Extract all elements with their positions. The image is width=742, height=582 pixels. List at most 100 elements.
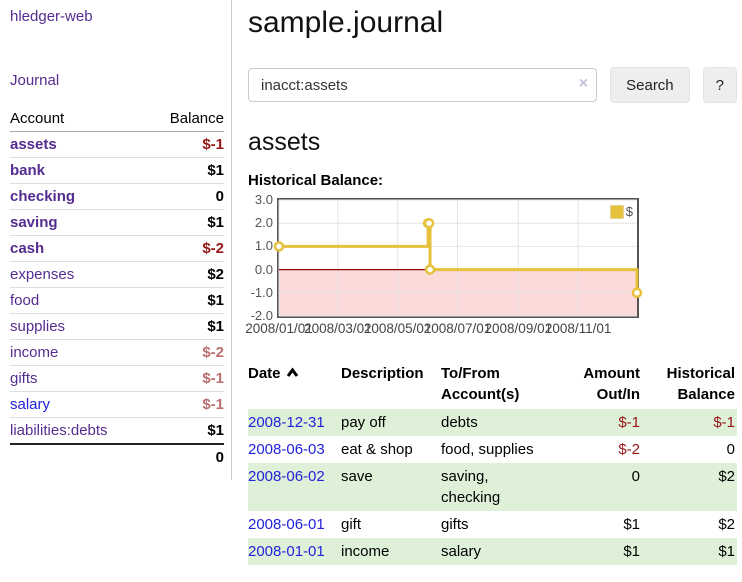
chart-x-tick-label: 2008/07/01 — [423, 321, 492, 336]
chart-x-tick-label: 2008/09/01 — [484, 321, 553, 336]
register-col-date[interactable]: Date — [248, 361, 341, 409]
account-link[interactable]: supplies — [10, 318, 66, 335]
account-balance: $-1 — [147, 391, 224, 418]
account-row: income $-2 — [10, 339, 224, 366]
account-link[interactable]: income — [10, 344, 59, 361]
account-section-title: assets — [248, 128, 321, 156]
register-amount: $1 — [553, 538, 642, 565]
account-link[interactable]: assets — [10, 136, 57, 153]
transaction-date-link[interactable]: 2008-06-03 — [248, 441, 325, 458]
register-row: 2008-06-02 save saving, checking 0 $2 — [248, 463, 737, 511]
chart-x-tick-label: 2008/03/01 — [304, 321, 372, 336]
register-col-amount: Amount Out/In — [583, 365, 640, 403]
register-accounts: salary — [441, 538, 553, 565]
search-input[interactable] — [248, 68, 598, 102]
accounts-total-row: 0 — [10, 443, 224, 470]
account-name-cell: liabilities:debts — [10, 417, 148, 444]
account-name-cell: bank — [10, 157, 148, 184]
help-button[interactable]: ? — [702, 67, 737, 103]
account-row: cash $-2 — [10, 235, 224, 262]
chart-x-tick-label: 2008/01/01 — [245, 321, 313, 336]
register-date-cell: 2008-12-31 — [248, 409, 341, 436]
register-balance: $2 — [642, 463, 737, 511]
account-link[interactable]: food — [10, 292, 40, 309]
register-row: 2008-06-03 eat & shop food, supplies $-2 0 — [248, 436, 737, 463]
register-description: save — [341, 463, 441, 511]
register-description: gift — [341, 516, 362, 533]
legend-label: $ — [625, 204, 633, 219]
account-link[interactable]: saving — [10, 214, 58, 231]
register-accounts: food, supplies — [441, 441, 534, 458]
account-balance: $-1 — [147, 365, 224, 392]
register-balance: $-1 — [642, 409, 737, 436]
accounts-total-value: 0 — [147, 443, 224, 470]
chart-y-tick-label: 0.0 — [254, 261, 273, 277]
register-table: Date Description To/From Account(s) Amou… — [248, 361, 737, 565]
account-balance: $-2 — [147, 339, 224, 366]
historical-balance-chart: $ 3.0 2.0 1.0 0.0 -1.0 -2.0 2008/01/01 2008/03… — [245, 192, 737, 339]
account-row: saving $1 — [10, 209, 224, 236]
account-row: expenses $2 — [10, 261, 224, 288]
register-accounts: saving, checking — [441, 463, 553, 511]
account-link[interactable]: cash — [10, 240, 45, 257]
account-name-cell: income — [10, 339, 148, 366]
transaction-date-link[interactable]: 2008-06-01 — [248, 516, 325, 533]
account-row: food $1 — [10, 287, 224, 314]
account-row: salary $-1 — [10, 391, 224, 418]
account-balance: $1 — [147, 209, 224, 236]
register-date-cell: 2008-01-01 — [248, 538, 341, 565]
register-accounts: debts — [441, 409, 553, 436]
account-balance: $2 — [147, 261, 224, 288]
register-date-cell: 2008-06-02 — [248, 463, 341, 511]
transaction-date-link[interactable]: 2008-06-02 — [248, 468, 325, 485]
account-link[interactable]: bank — [10, 162, 46, 179]
account-row: liabilities:debts $1 — [10, 417, 224, 444]
register-description: pay off — [341, 409, 441, 436]
register-amount: $1 — [623, 516, 640, 533]
search-button[interactable]: Search — [610, 67, 690, 103]
account-balance: $1 — [147, 417, 224, 444]
account-row: bank $1 — [10, 157, 224, 184]
register-balance: $2 — [718, 516, 735, 533]
account-link[interactable]: liabilities:debts — [10, 422, 108, 439]
accounts-header-row: Account Balance — [10, 106, 224, 132]
sidebar-item-journal[interactable]: Journal — [10, 72, 60, 89]
account-name-cell: gifts — [10, 365, 148, 392]
account-name-cell: food — [10, 287, 148, 314]
account-name-cell: supplies — [10, 313, 148, 340]
transaction-date-link[interactable]: 2008-01-01 — [248, 543, 325, 560]
account-balance: $1 — [147, 287, 224, 314]
sidebar: hledger-web Journal Account Balance asse… — [0, 0, 232, 480]
clear-search-icon[interactable]: × — [578, 75, 589, 92]
register-col-balance: Historical Balance — [666, 365, 735, 403]
account-row: supplies $1 — [10, 313, 224, 340]
app-title-link[interactable]: hledger-web — [10, 8, 93, 25]
transaction-date-link[interactable]: 2008-12-31 — [248, 414, 325, 431]
register-row: 2008-12-31 pay off debts $-1 $-1 — [248, 409, 737, 436]
register-row: 2008-06-01 gift gifts $1 $2 — [248, 511, 737, 538]
account-link[interactable]: expenses — [10, 266, 75, 283]
chart-x-tick-label: 2008/11/01 — [544, 321, 612, 336]
chart-legend: $ — [607, 203, 635, 220]
chart-x-tick-label: 2008/05/01 — [363, 321, 432, 336]
search-input-wrap: × — [248, 68, 598, 102]
account-row: gifts $-1 — [10, 365, 224, 392]
account-name-cell: assets — [10, 132, 148, 158]
account-name-cell: expenses — [10, 261, 148, 288]
account-link[interactable]: salary — [10, 396, 51, 413]
account-balance: $1 — [147, 313, 224, 340]
account-balance: 0 — [147, 183, 224, 210]
account-link[interactable]: gifts — [10, 370, 38, 387]
account-link[interactable]: checking — [10, 188, 76, 205]
chart-y-tick-label: -1.0 — [250, 284, 273, 300]
account-name-cell: cash — [10, 235, 148, 262]
search-bar: × Search ? — [248, 67, 737, 103]
register-balance: 0 — [726, 441, 735, 458]
register-date-cell: 2008-06-03 — [248, 436, 341, 463]
account-row: checking 0 — [10, 183, 224, 210]
sort-ascending-icon — [286, 367, 298, 377]
chart-y-tick-label: 3.0 — [254, 192, 273, 207]
register-col-description: Description — [341, 365, 424, 382]
chart-y-tick-label: 1.0 — [254, 238, 273, 254]
accounts-table: Account Balance assets $-1 bank $1 checking 0… — [10, 106, 224, 470]
